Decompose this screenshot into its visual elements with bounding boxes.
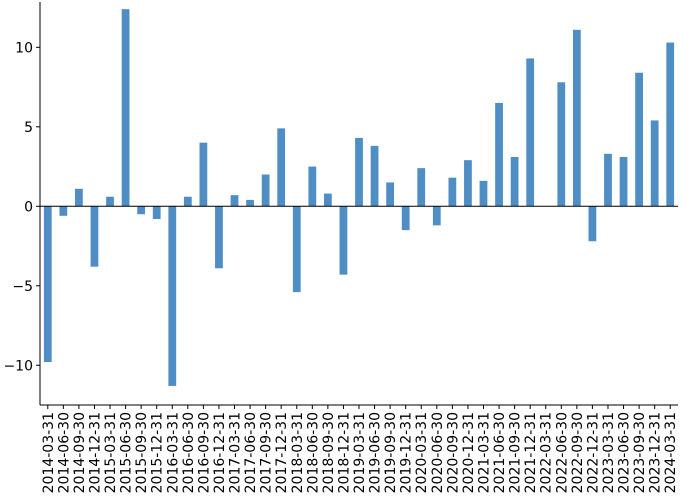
- x-tick-label: 2017-12-31: [274, 412, 290, 493]
- x-tick-label: 2017-06-30: [243, 412, 259, 493]
- x-tick-label: 2020-03-31: [414, 412, 430, 493]
- x-tick-label: 2017-03-31: [228, 412, 244, 493]
- bars-layer: [43, 9, 675, 386]
- bar-2017-12-31: [277, 128, 286, 207]
- bar-2014-09-30: [75, 188, 83, 207]
- bar-2016-06-30: [183, 196, 192, 207]
- bar-2022-12-31: [588, 206, 597, 242]
- bar-2018-03-31: [292, 206, 301, 293]
- bar-2022-09-30: [572, 29, 581, 207]
- bar-2015-03-31: [106, 196, 114, 207]
- x-tick-label: 2018-03-31: [290, 412, 306, 493]
- x-tick-label: 2015-09-30: [134, 412, 150, 493]
- x-tick-label: 2018-09-30: [321, 412, 337, 493]
- bar-2014-06-30: [59, 206, 68, 216]
- x-tick-label: 2015-06-30: [119, 412, 135, 493]
- bar-2014-03-31: [43, 206, 52, 363]
- x-tick-label: 2014-06-30: [56, 412, 72, 493]
- bar-2021-12-31: [526, 58, 535, 207]
- bar-2017-03-31: [230, 195, 239, 207]
- bar-2023-12-31: [650, 120, 659, 207]
- bar-2021-03-31: [479, 180, 488, 207]
- bar-2018-09-30: [323, 193, 332, 207]
- x-axis-ticks: 2014-03-31 2014-06-30 2014-09-30 2014-12-31…: [41, 405, 679, 493]
- y-tick-label: 10: [15, 40, 33, 56]
- x-tick-label: 2016-03-31: [165, 412, 181, 493]
- x-tick-label: 2020-12-31: [461, 412, 477, 493]
- x-tick-label: 2023-09-30: [632, 412, 648, 493]
- x-tick-label: 2015-12-31: [150, 412, 166, 493]
- x-tick-label: 2019-03-31: [352, 412, 368, 493]
- x-tick-label: 2020-06-30: [430, 412, 446, 493]
- x-tick-label: 2021-06-30: [492, 412, 508, 493]
- x-tick-label: 2022-09-30: [570, 412, 586, 493]
- bar-2016-09-30: [199, 142, 208, 207]
- x-tick-label: 2015-03-31: [103, 412, 119, 493]
- x-tick-label: 2018-12-31: [336, 412, 352, 493]
- x-tick-label: 2016-06-30: [181, 412, 197, 493]
- bar-2018-06-30: [308, 166, 317, 207]
- bar-2023-06-30: [619, 157, 628, 207]
- bar-2020-12-31: [464, 160, 472, 207]
- y-tick-label: 0: [24, 199, 33, 215]
- x-tick-label: 2021-09-30: [508, 412, 524, 493]
- y-tick-label: −5: [12, 279, 33, 295]
- x-tick-label: 2017-09-30: [259, 412, 275, 493]
- bar-2015-06-30: [121, 9, 130, 207]
- bar-2019-03-31: [355, 137, 363, 207]
- y-axis-ticks: −10 −5 0 5 10: [3, 40, 40, 374]
- x-tick-label: 2020-09-30: [445, 412, 461, 493]
- x-tick-label: 2022-03-31: [539, 412, 555, 493]
- bar-2019-12-31: [401, 206, 410, 231]
- x-tick-label: 2014-03-31: [41, 412, 57, 493]
- bar-2018-12-31: [339, 206, 348, 275]
- bar-2021-06-30: [495, 102, 503, 207]
- y-tick-label: 5: [24, 120, 33, 136]
- x-tick-label: 2014-12-31: [87, 412, 103, 493]
- x-tick-label: 2024-03-31: [663, 412, 679, 493]
- x-tick-label: 2019-06-30: [368, 412, 384, 493]
- x-tick-label: 2023-06-30: [617, 412, 633, 493]
- bar-2017-06-30: [246, 199, 254, 207]
- x-tick-label: 2022-06-30: [554, 412, 570, 493]
- y-tick-label: −10: [3, 358, 33, 374]
- x-tick-label: 2022-12-31: [585, 412, 601, 493]
- bar-2024-03-31: [666, 42, 675, 207]
- x-tick-label: 2018-06-30: [305, 412, 321, 493]
- x-tick-label: 2021-03-31: [476, 412, 492, 493]
- bar-2022-06-30: [557, 82, 566, 207]
- bar-2015-12-31: [152, 206, 161, 219]
- bar-2017-09-30: [261, 174, 270, 207]
- x-tick-label: 2016-09-30: [196, 412, 212, 493]
- bar-2020-06-30: [432, 206, 441, 226]
- x-tick-label: 2023-03-31: [601, 412, 617, 493]
- bar-2016-03-31: [168, 206, 177, 386]
- x-tick-label: 2023-12-31: [648, 412, 664, 493]
- bar-2023-03-31: [604, 153, 612, 207]
- bar-2019-06-30: [370, 145, 379, 207]
- bar-2016-12-31: [215, 206, 223, 269]
- x-tick-label: 2019-12-31: [399, 412, 415, 493]
- x-tick-label: 2019-09-30: [383, 412, 399, 493]
- bar-2015-09-30: [137, 206, 146, 215]
- bar-2021-09-30: [510, 157, 519, 207]
- x-tick-label: 2014-09-30: [72, 412, 88, 493]
- bar-2019-09-30: [386, 182, 395, 207]
- bar-2020-03-31: [417, 168, 426, 207]
- x-tick-label: 2021-12-31: [523, 412, 539, 493]
- bar-2014-12-31: [90, 206, 99, 267]
- bar-2020-09-30: [448, 177, 457, 207]
- bar-2023-09-30: [635, 72, 643, 207]
- x-tick-label: 2016-12-31: [212, 412, 228, 493]
